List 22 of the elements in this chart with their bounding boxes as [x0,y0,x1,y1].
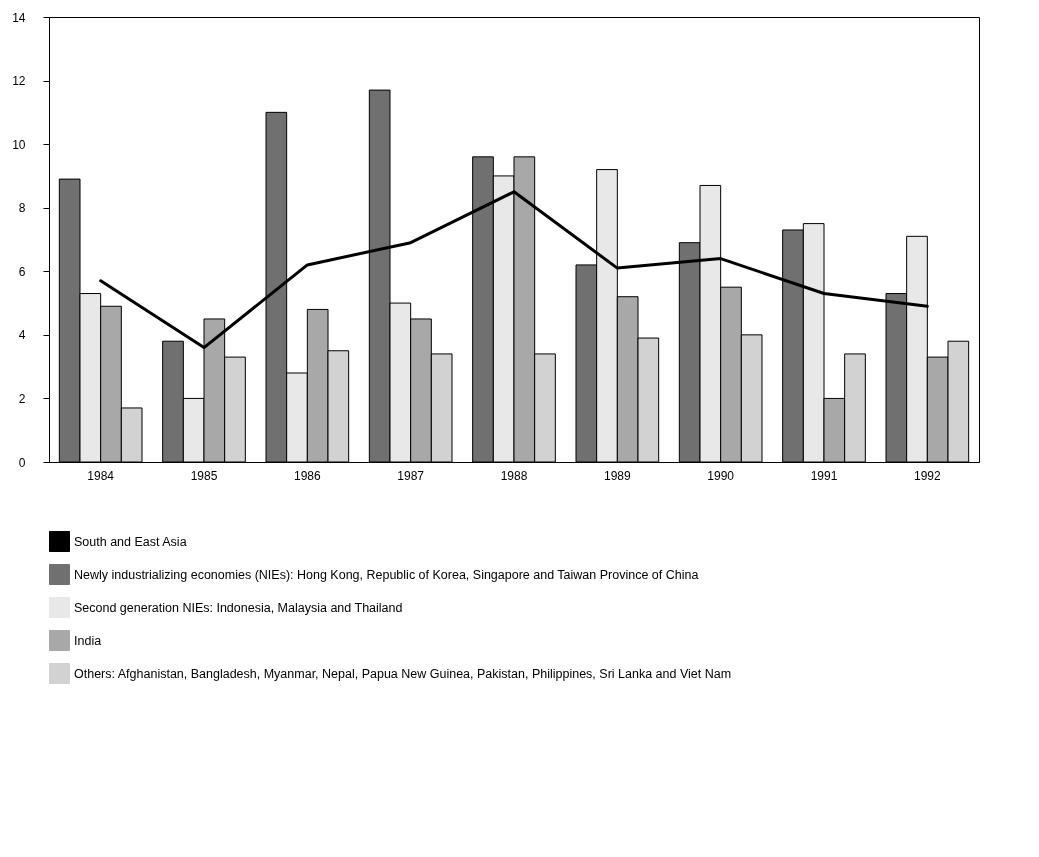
x-tick-label: 1989 [603,468,631,483]
y-tick-label: 10 [12,137,26,152]
legend-label: Newly industrializing economies (NIEs): Hong Kong, Republic of Korea, Singapore and Taiwan Province of China [74,567,699,582]
legend-label: India [74,633,102,648]
x-tick-label: 1990 [707,468,735,483]
x-tick-label: 1986 [293,468,321,483]
y-tick-label: 14 [12,10,26,25]
y-tick-label: 4 [18,328,26,343]
legend-label: Others: Afghanistan, Bangladesh, Myanmar, Nepal, Papua New Guinea, Pakistan, Philippines, Sri Lanka and Viet Nam [74,666,732,681]
y-tick-label: 8 [18,201,26,216]
y-tick-label: 6 [18,264,26,279]
y-tick-label: 2 [18,391,26,406]
x-tick-label: 1991 [810,468,838,483]
legend-label: Second generation NIEs: Indonesia, Malaysia and Thailand [74,600,403,615]
legend-label: South and East Asia [74,534,187,549]
x-tick-label: 1987 [397,468,425,483]
y-tick-label: 0 [18,455,26,470]
x-tick-label: 1985 [190,468,218,483]
x-tick-label: 1984 [87,468,115,483]
x-tick-label: 1988 [500,468,528,483]
y-tick-label: 12 [12,74,26,89]
x-tick-label: 1992 [913,468,941,483]
